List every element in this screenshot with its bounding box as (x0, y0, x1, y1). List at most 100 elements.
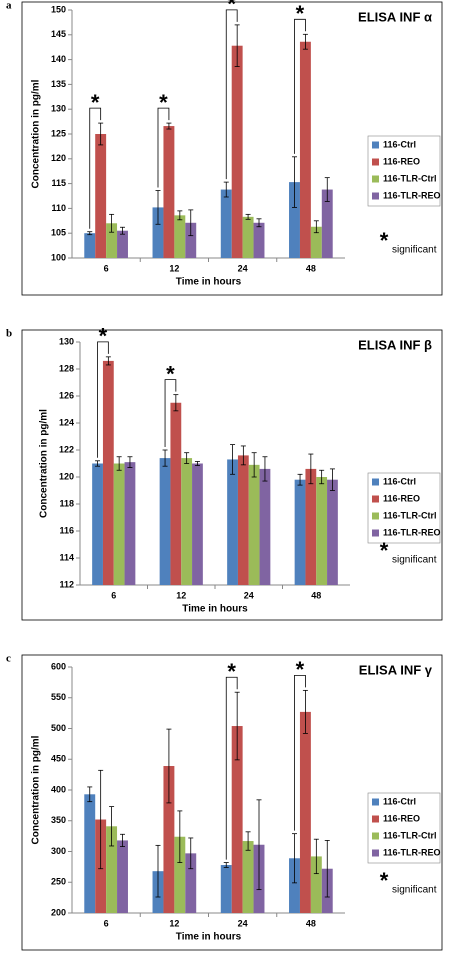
bar (163, 766, 175, 913)
error-bar (324, 177, 330, 202)
significance-bracket (225, 9, 238, 180)
legend-label: 116-TLR-REO (383, 527, 441, 537)
error-bar (302, 689, 308, 734)
bar (92, 463, 103, 585)
bar (102, 360, 114, 585)
error-bar (162, 449, 168, 467)
bar (174, 836, 186, 913)
y-tick-label: 122 (59, 444, 74, 454)
error-bar (230, 444, 236, 475)
y-axis-label: Concentration in pg/ml (31, 735, 42, 844)
error-bar (184, 452, 190, 464)
bar (163, 126, 175, 259)
error-bar (177, 810, 183, 863)
significance-key-marker: * (380, 868, 389, 893)
y-tick-label: 105 (51, 228, 66, 238)
x-tick-label: 12 (176, 590, 186, 600)
legend-swatch (372, 798, 379, 806)
significance-marker: * (99, 324, 108, 349)
bar (84, 794, 96, 913)
bar (181, 458, 193, 585)
bar (253, 222, 265, 258)
bar (113, 463, 125, 585)
error-bar (177, 210, 183, 221)
legend-swatch (372, 849, 379, 857)
legend-swatch (372, 478, 379, 486)
bar (305, 468, 317, 585)
significance-marker: * (296, 1, 305, 26)
error-bar (95, 460, 101, 467)
significance-marker: * (159, 90, 168, 115)
bar (95, 134, 107, 258)
error-bar (240, 445, 246, 466)
y-tick-label: 124 (59, 417, 74, 427)
legend-swatch (372, 175, 379, 183)
significance-bracket (164, 379, 177, 447)
significance-bracket (97, 341, 109, 458)
bar (242, 216, 254, 258)
error-bar (324, 840, 330, 898)
y-tick-label: 140 (51, 54, 66, 64)
bar (294, 479, 306, 585)
significance-bracket (225, 676, 238, 860)
error-bar (109, 213, 115, 233)
y-tick-label: 116 (59, 525, 74, 535)
bar (84, 233, 96, 258)
bar (185, 222, 197, 258)
chart-title: ELISA INF α (358, 9, 432, 24)
legend-label: 116-TLR-REO (383, 847, 441, 857)
legend: 116-Ctrl 116-REO 116-TLR-Ctrl 116-TLR-REO (367, 792, 441, 864)
x-axis-label: Time in hours (182, 604, 248, 615)
significance-key-marker: * (380, 538, 389, 563)
legend-label: 116-REO (383, 493, 420, 503)
panel-frame (21, 1, 443, 296)
bar (220, 865, 232, 913)
error-bar (223, 862, 229, 868)
bar (231, 726, 243, 913)
legend-label: 116-Ctrl (383, 476, 416, 486)
error-bar (116, 456, 122, 471)
legend: 116-Ctrl 116-REO 116-TLR-Ctrl 116-TLR-REO (367, 135, 441, 207)
error-bar (291, 833, 297, 884)
y-tick-label: 350 (51, 815, 66, 825)
x-tick-label: 6 (104, 918, 109, 928)
error-bar (308, 453, 314, 485)
x-tick-label: 6 (111, 590, 116, 600)
significance-key-label: significant (392, 245, 437, 256)
error-bar (329, 468, 335, 491)
panel-label: c (6, 653, 11, 665)
y-tick-label: 550 (51, 692, 66, 702)
x-tick-label: 24 (244, 590, 254, 600)
significance-bracket (157, 107, 170, 188)
legend-frame (367, 472, 441, 544)
legend-swatch (372, 158, 379, 166)
x-tick-label: 6 (104, 263, 109, 273)
y-tick-label: 115 (51, 178, 66, 188)
significance-bracket (294, 674, 306, 831)
error-bar (251, 452, 257, 478)
y-tick-label: 125 (51, 128, 66, 138)
bar (117, 230, 128, 258)
error-bar (127, 456, 133, 468)
panel-frame (21, 329, 443, 621)
y-tick-label: 600 (51, 661, 66, 671)
bar (106, 826, 118, 913)
bar (185, 853, 197, 913)
y-tick-label: 130 (59, 336, 74, 346)
y-tick-label: 128 (59, 363, 74, 373)
legend-frame (367, 792, 441, 864)
significance-marker: * (166, 361, 175, 386)
bar (117, 840, 128, 913)
significance-bracket (294, 18, 306, 154)
y-tick-label: 250 (51, 877, 66, 887)
error-bar (87, 786, 93, 803)
bar (227, 459, 238, 585)
bar (192, 463, 203, 585)
bar (124, 462, 136, 585)
y-tick-label: 114 (59, 552, 74, 562)
legend-swatch (372, 815, 379, 823)
significance-marker: * (296, 657, 305, 682)
bar (327, 479, 338, 585)
x-tick-label: 24 (238, 918, 248, 928)
y-tick-label: 300 (51, 846, 66, 856)
